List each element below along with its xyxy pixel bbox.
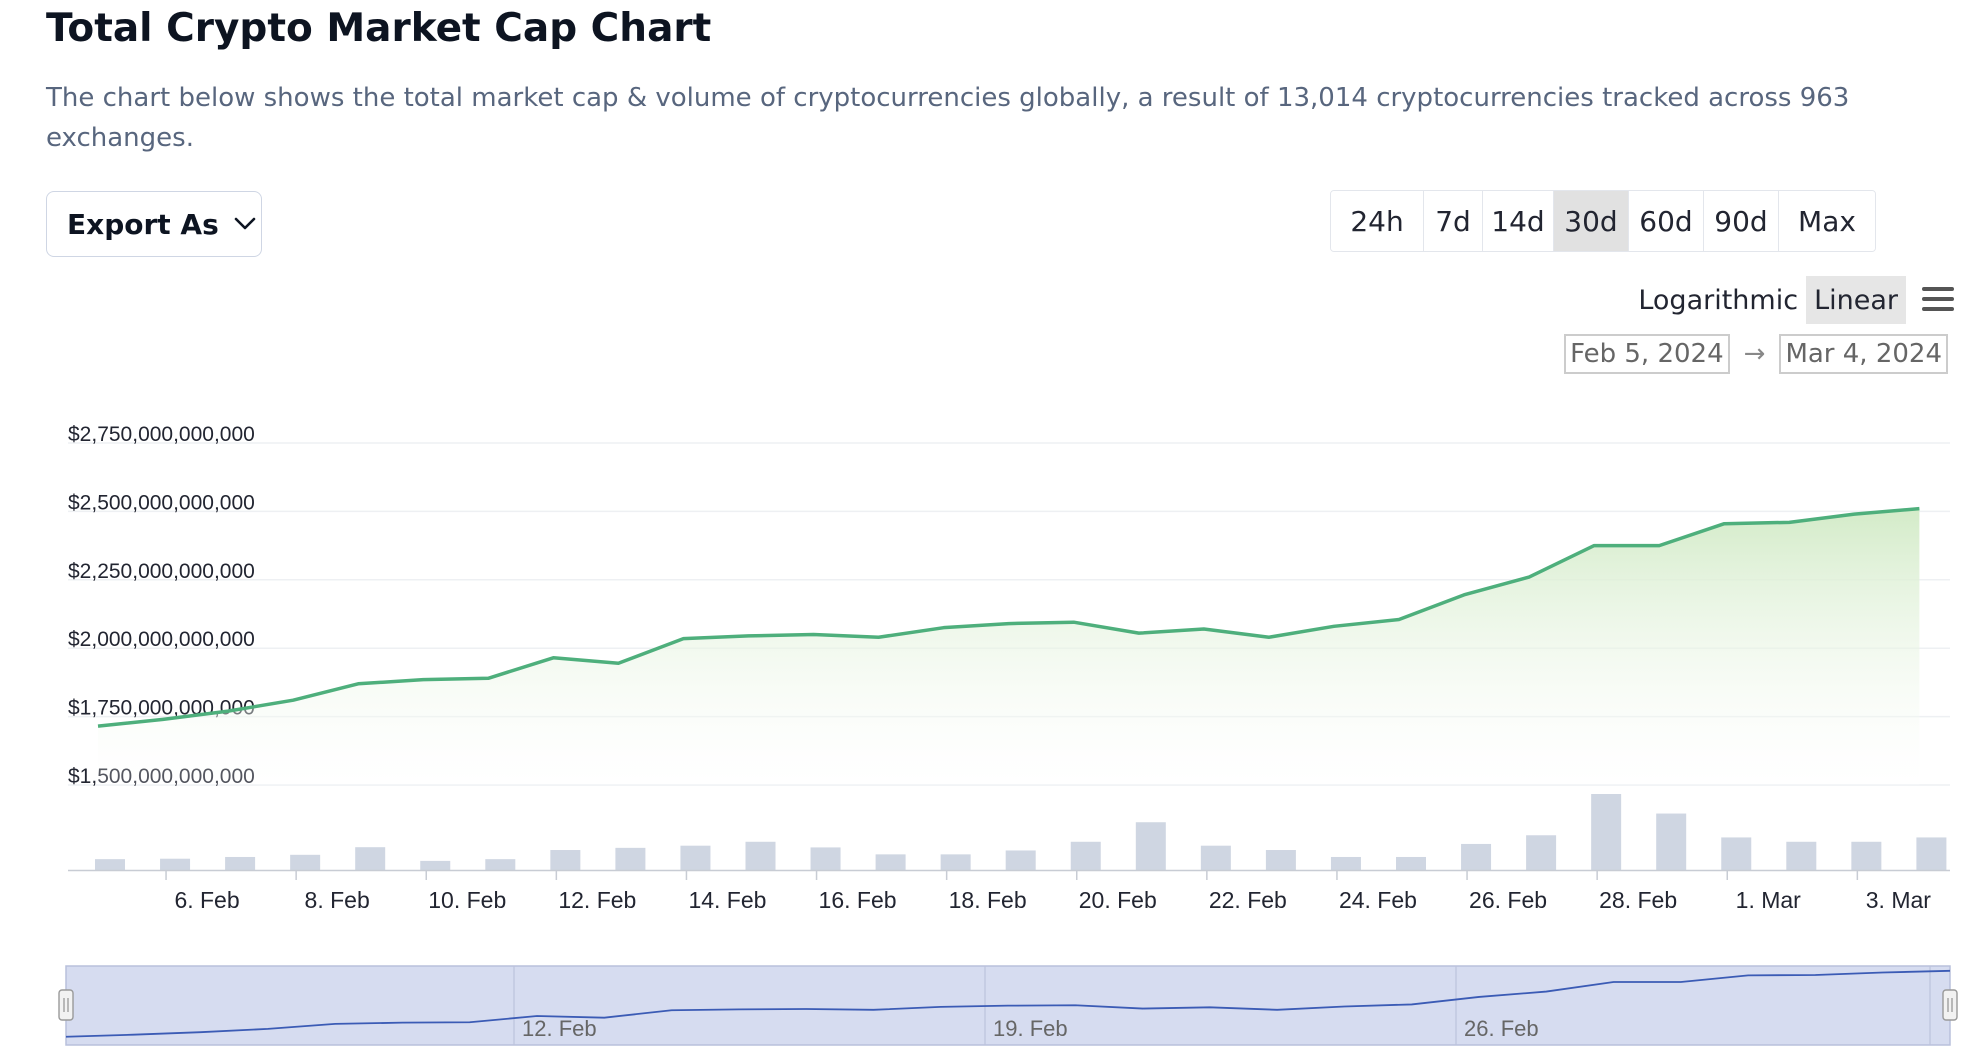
x-tick-label: 18. Feb (949, 887, 1027, 913)
x-tick-label: 10. Feb (428, 887, 506, 913)
x-tick-label: 12. Feb (558, 887, 636, 913)
range-button-90d[interactable]: 90d (1704, 191, 1779, 251)
x-tick-label: 20. Feb (1079, 887, 1157, 913)
y-tick-label: $2,750,000,000,000 (68, 423, 255, 446)
date-range-arrow: → (1743, 339, 1766, 369)
scale-logarithmic-button[interactable]: Logarithmic (1638, 284, 1799, 316)
x-tick-label: 6. Feb (174, 887, 239, 913)
volume-bars (68, 794, 1950, 872)
volume-bar (1005, 850, 1036, 870)
volume-bar (615, 847, 646, 870)
volume-bar (420, 860, 451, 870)
range-button-max[interactable]: Max (1779, 191, 1875, 251)
navigator-tick-label: 26. Feb (1464, 1016, 1539, 1041)
volume-bar (1070, 841, 1101, 870)
volume-bar (1330, 856, 1361, 870)
volume-bar (745, 841, 776, 870)
scale-selector: Logarithmic Linear (1630, 276, 1956, 324)
volume-bar (550, 850, 581, 870)
volume-bar (810, 847, 841, 870)
x-tick-label: 14. Feb (688, 887, 766, 913)
volume-bar (1200, 845, 1231, 870)
navigator-handle-right[interactable] (1942, 989, 1958, 1021)
chevron-down-icon (234, 217, 256, 230)
volume-bar (875, 854, 906, 870)
volume-bar (1721, 837, 1752, 870)
y-tick-label: $2,000,000,000,000 (68, 628, 255, 651)
chart-area-layer (98, 508, 1920, 785)
range-button-24h[interactable]: 24h (1331, 191, 1424, 251)
volume-bar (1135, 822, 1166, 870)
volume-bar (1591, 794, 1622, 870)
export-as-button[interactable]: Export As (46, 191, 262, 257)
navigator-line (65, 969, 1951, 1038)
range-button-30d[interactable]: 30d (1554, 191, 1629, 251)
navigator-handle-icon[interactable] (1942, 989, 1958, 1021)
market-cap-line-layer (97, 506, 1920, 728)
volume-bar (160, 858, 191, 870)
volume-bar (1526, 835, 1557, 870)
volume-bar (355, 847, 386, 870)
x-axis: 6. Feb 8. Feb 10. Feb 12. Feb 14. Feb 16. Feb… (165, 870, 1932, 913)
range-button-14d[interactable]: 14d (1483, 191, 1554, 251)
volume-bar (940, 854, 971, 870)
y-tick-label: $2,500,000,000,000 (68, 491, 255, 514)
volume-bar (1461, 843, 1492, 870)
page-description: The chart below shows the total market c… (46, 83, 1850, 153)
export-as-label: Export As (67, 207, 219, 241)
range-navigator[interactable]: 12. Feb 19. Feb 26. Feb (58, 965, 1958, 1046)
volume-bar (95, 859, 125, 870)
hamburger-menu-icon[interactable] (1920, 285, 1956, 315)
x-tick-label: 28. Feb (1599, 887, 1677, 913)
volume-bar (1656, 813, 1687, 870)
navigator-handle-icon[interactable] (58, 989, 74, 1021)
scale-linear-button[interactable]: Linear (1806, 276, 1906, 324)
volume-bar (290, 854, 321, 870)
navigator-tick-label: 19. Feb (993, 1016, 1068, 1041)
volume-bar (1916, 837, 1947, 870)
volume-bar (680, 845, 711, 870)
x-tick-label: 1. Mar (1736, 887, 1802, 913)
x-tick-label: 26. Feb (1469, 887, 1547, 913)
volume-bar (1851, 841, 1882, 870)
navigator-tick-label: 12. Feb (522, 1016, 597, 1041)
page-title: Total Crypto Market Cap Chart (46, 6, 712, 51)
market-cap-line (97, 506, 1920, 728)
volume-bar (1786, 841, 1817, 870)
date-to-input[interactable]: Mar 4, 2024 (1779, 334, 1948, 374)
date-from-input[interactable]: Feb 5, 2024 (1564, 334, 1730, 374)
navigator-handle-left[interactable] (58, 989, 74, 1021)
x-tick-label: 3. Mar (1866, 887, 1932, 913)
market-cap-area (98, 508, 1920, 785)
volume-bar (1396, 856, 1426, 870)
date-range: Feb 5, 2024 → Mar 4, 2024 (1564, 334, 1948, 374)
x-tick-label: 24. Feb (1339, 887, 1417, 913)
volume-bar (485, 859, 516, 870)
x-tick-label: 8. Feb (305, 887, 370, 913)
y-tick-label: $2,250,000,000,000 (68, 560, 255, 583)
x-tick-label: 16. Feb (819, 887, 897, 913)
time-range-selector: 24h 7d 14d 30d 60d 90d Max (1330, 190, 1876, 252)
x-tick-label: 22. Feb (1209, 887, 1287, 913)
range-button-60d[interactable]: 60d (1629, 191, 1704, 251)
volume-bar (1265, 850, 1296, 870)
range-button-7d[interactable]: 7d (1424, 191, 1483, 251)
volume-bar (225, 856, 256, 870)
